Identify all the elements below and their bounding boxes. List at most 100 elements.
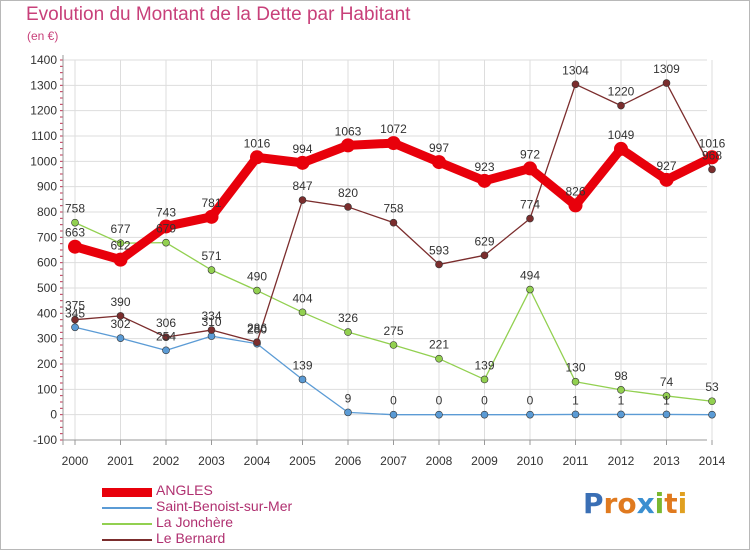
data-point [250,150,264,165]
data-label: 1049 [608,128,635,142]
data-point [116,239,125,247]
data-label: 663 [65,226,85,240]
logo-letter: i [654,487,665,520]
data-label: 612 [110,239,130,253]
data-label: 820 [338,186,358,200]
data-point [71,315,79,324]
logo-letter: P [583,487,604,520]
data-point [617,101,625,110]
y-tick-label: 0 [50,408,57,422]
y-tick-label: 1100 [31,129,57,143]
data-label: 1304 [562,63,589,77]
data-point [708,165,716,174]
x-tick-label: 2014 [699,454,726,468]
data-point [389,341,398,349]
data-point [298,196,307,204]
data-point [207,326,216,334]
data-label: 997 [429,141,449,155]
legend-label: ANGLES [156,482,213,498]
data-label: 677 [110,222,130,236]
data-point [526,285,534,294]
data-point [662,79,671,87]
data-label: 0 [436,394,443,408]
data-point [253,338,261,347]
logo-letter: x [636,487,655,520]
logo-letter: o [617,487,637,520]
data-label: 0 [527,394,534,408]
data-label: 280 [247,323,267,337]
chart-unit: (en €) [27,29,59,43]
data-point [435,410,443,419]
data-point [162,346,170,355]
y-tick-label: 600 [37,256,57,270]
legend-label: La Jonchère [156,514,234,530]
proxiti-logo: Proxiti [583,487,687,520]
data-point [162,238,170,247]
data-point [298,375,307,384]
data-point [207,266,216,274]
logo-letter: r [603,487,618,520]
chart-title: Evolution du Montant de la Dette par Hab… [26,4,411,25]
y-tick-label: 200 [37,357,57,371]
data-point [708,397,716,406]
data-label: 9 [345,391,352,405]
data-label: 390 [110,295,130,309]
data-label: 0 [481,394,488,408]
data-point [571,410,580,419]
legend-label: Le Bernard [156,530,226,546]
x-tick-label: 2007 [380,454,407,468]
data-point [389,218,398,227]
data-point [253,286,261,295]
data-point [435,354,443,363]
data-point [386,136,401,151]
data-label: 0 [390,394,397,408]
data-point [523,161,537,176]
data-label: 571 [201,249,221,263]
data-point [68,239,82,254]
data-label: 130 [565,361,585,375]
data-point [662,410,671,419]
data-point [389,410,398,419]
x-tick-label: 2006 [335,454,362,468]
data-label: 1072 [380,122,407,136]
data-point [344,328,352,336]
data-point [116,312,125,320]
data-point [568,198,583,213]
data-point [659,172,674,187]
data-point [480,410,489,419]
x-tick-label: 2012 [608,454,635,468]
data-label: 774 [520,198,540,212]
data-label: 53 [705,380,719,394]
y-tick-label: 500 [37,281,57,295]
data-label: 286 [247,321,267,335]
x-tick-label: 2010 [517,454,544,468]
data-point [480,375,489,384]
data-point [480,251,489,260]
data-point [298,308,307,317]
data-point [344,203,352,211]
legend-label: Saint-Benoist-sur-Mer [156,498,293,514]
logo-letter: i [677,487,688,520]
data-label: 221 [429,338,449,352]
data-label: 743 [156,205,176,219]
data-point [159,219,173,234]
data-point [432,155,446,170]
data-point [344,408,352,417]
data-label: 1309 [653,62,680,76]
data-label: 679 [156,222,176,236]
data-label: 254 [156,329,176,343]
line-chart: -100010020030040050060070080090010001100… [30,53,726,468]
x-tick-label: 2013 [653,454,680,468]
data-label: 306 [156,316,176,330]
data-point [204,209,219,224]
data-point [526,214,534,223]
data-label: 490 [247,270,267,284]
data-point [705,150,719,165]
x-tick-label: 2009 [471,454,498,468]
y-tick-label: -100 [33,433,57,447]
data-point [113,252,128,267]
y-tick-label: 1200 [30,104,57,118]
x-tick-label: 2004 [244,454,271,468]
data-point [435,260,443,269]
